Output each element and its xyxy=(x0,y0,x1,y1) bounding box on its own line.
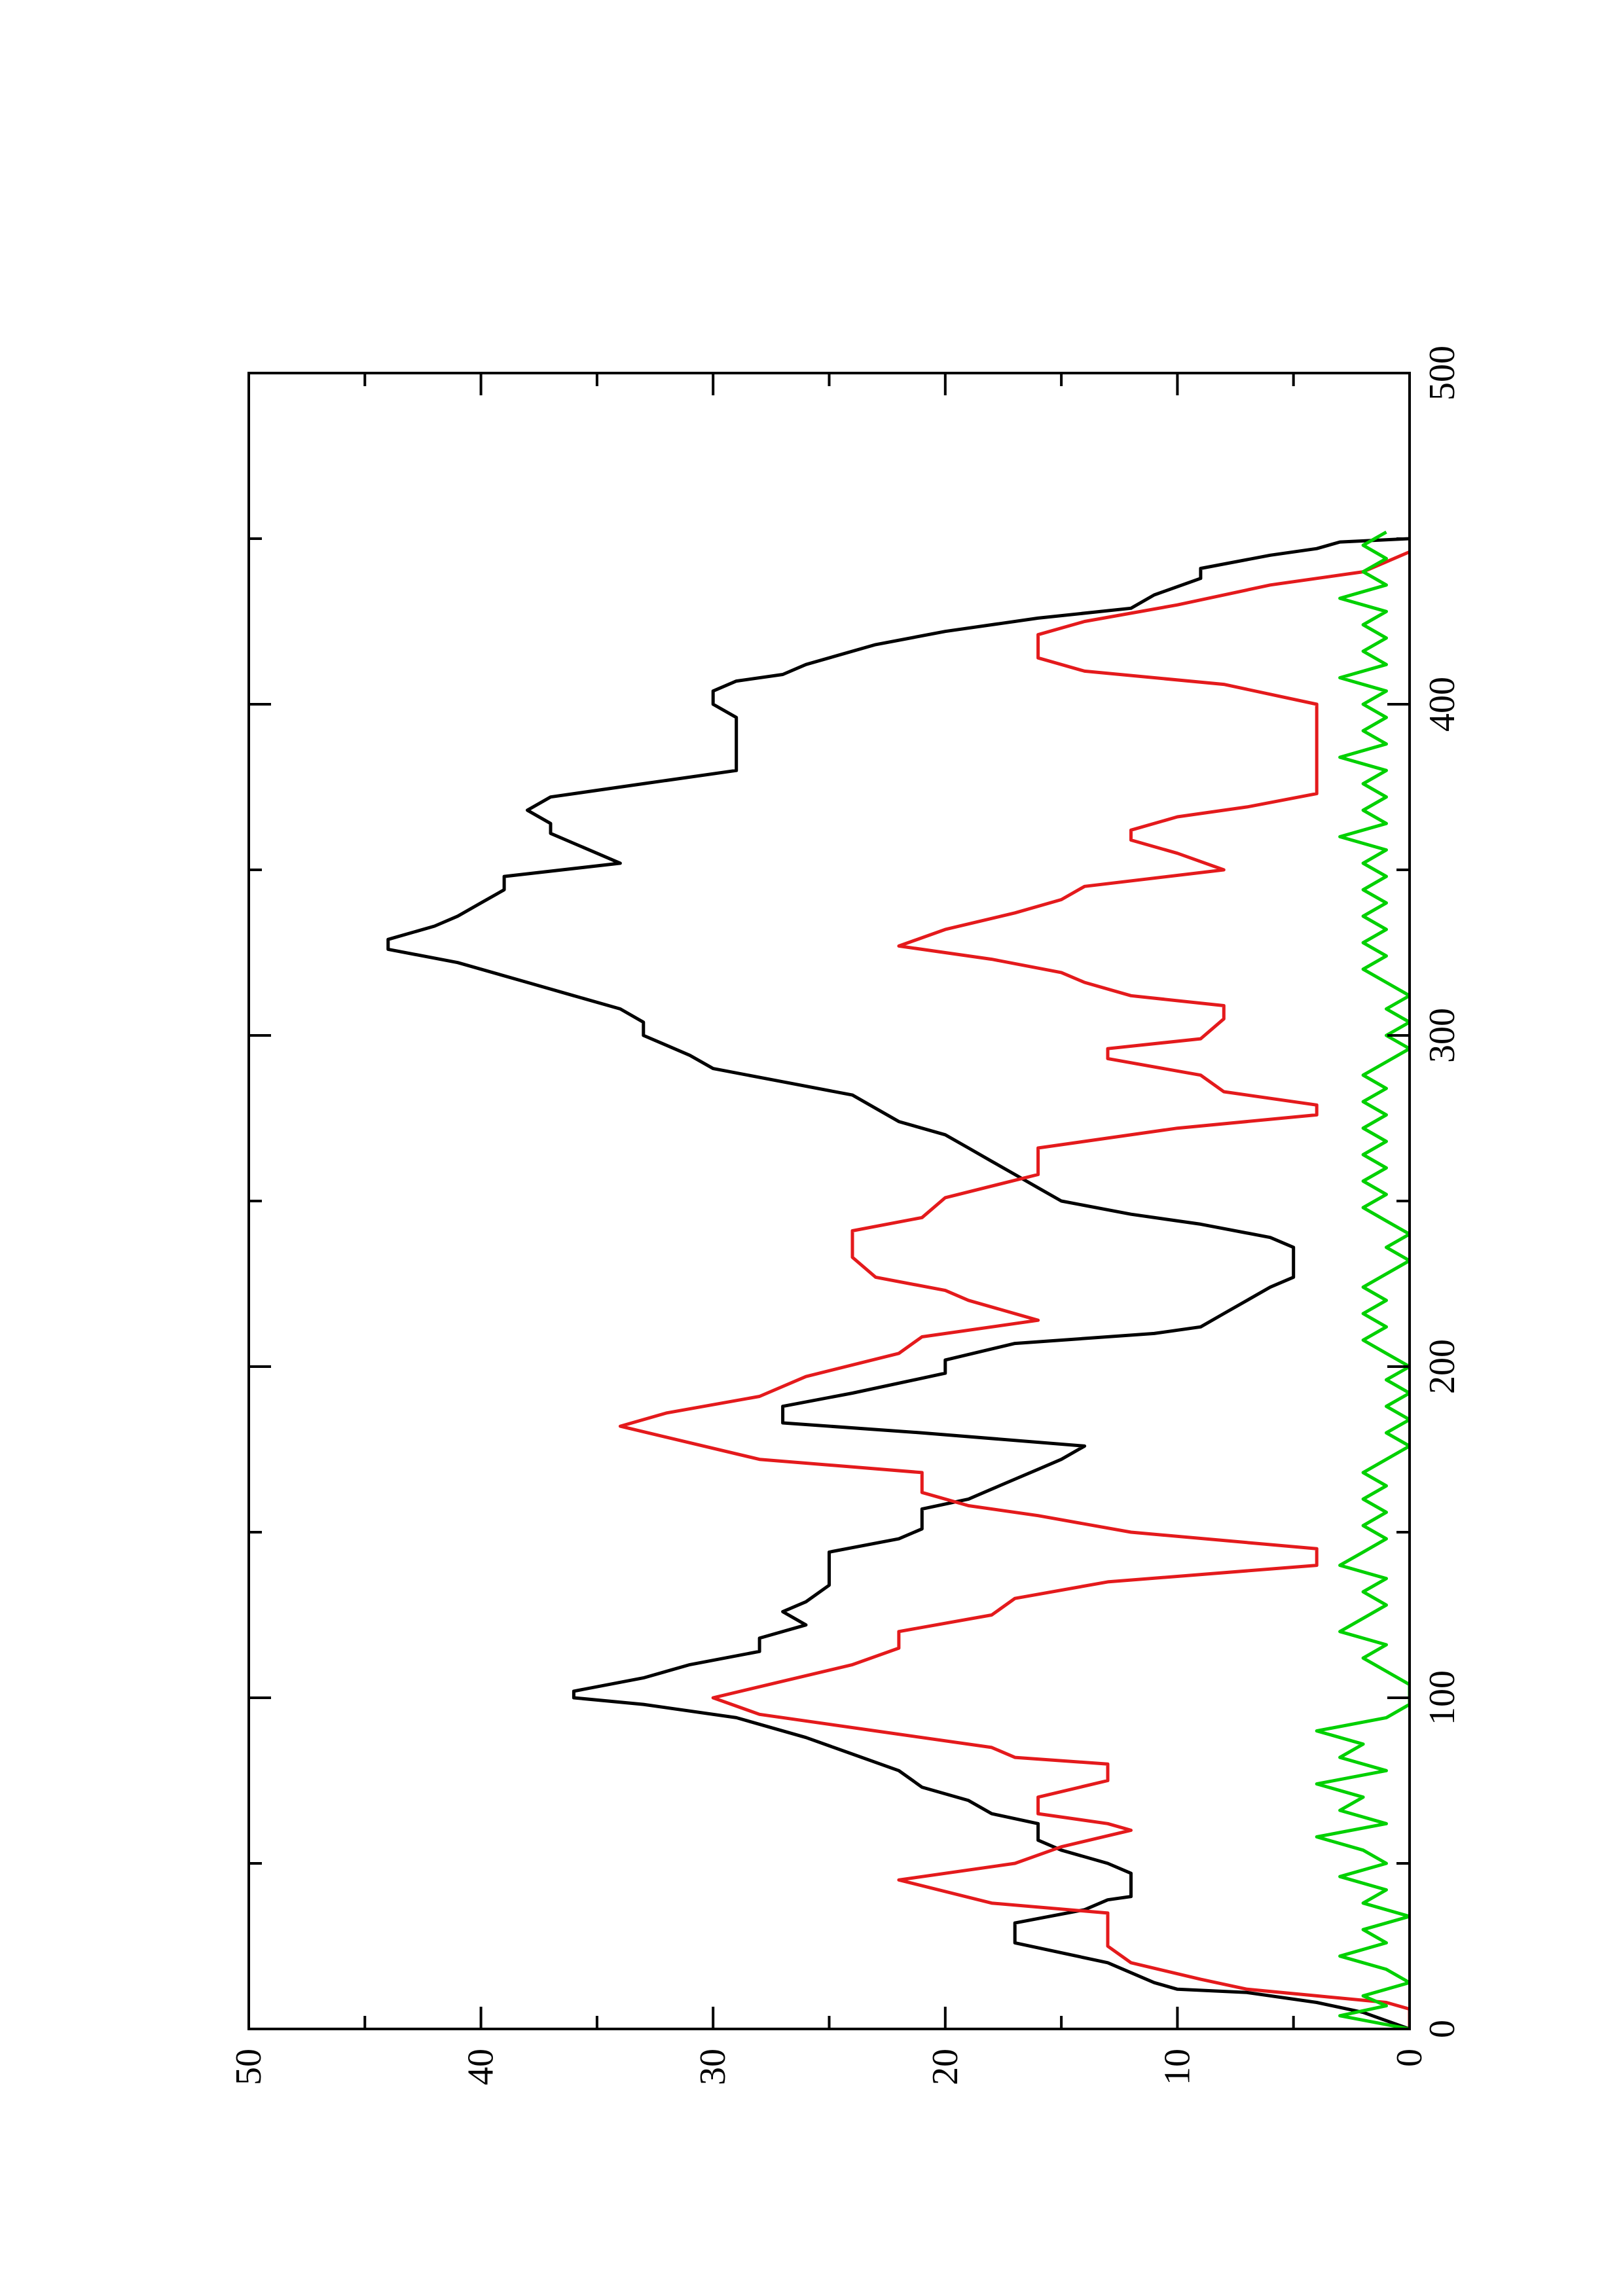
axis-ticks xyxy=(247,372,1411,2030)
x-tick-label: 100 xyxy=(1422,1670,1463,1725)
x-tick-label: 300 xyxy=(1422,1008,1463,1063)
y-tick-label: 30 xyxy=(693,2049,733,2085)
y-tick-label: 40 xyxy=(461,2049,501,2085)
series-line-1 xyxy=(386,537,1410,2029)
plot-area xyxy=(386,530,1410,2029)
axis-tick-labels: 0 100 200 300 400 500 0 10 20 30 40 50 xyxy=(228,346,1463,2085)
series-line-2 xyxy=(618,550,1410,2029)
y-tick-label: 0 xyxy=(1389,2049,1430,2067)
x-tick-label: 200 xyxy=(1422,1339,1463,1394)
y-tick-label: 10 xyxy=(1157,2049,1197,2085)
plot-frame xyxy=(247,372,1411,2030)
y-tick-label: 20 xyxy=(925,2049,966,2085)
x-tick-label: 0 xyxy=(1422,2020,1463,2038)
series-line-3 xyxy=(1315,530,1410,2029)
y-tick-label: 50 xyxy=(228,2049,269,2085)
x-tick-label: 400 xyxy=(1422,677,1463,732)
x-tick-label: 500 xyxy=(1422,346,1463,401)
